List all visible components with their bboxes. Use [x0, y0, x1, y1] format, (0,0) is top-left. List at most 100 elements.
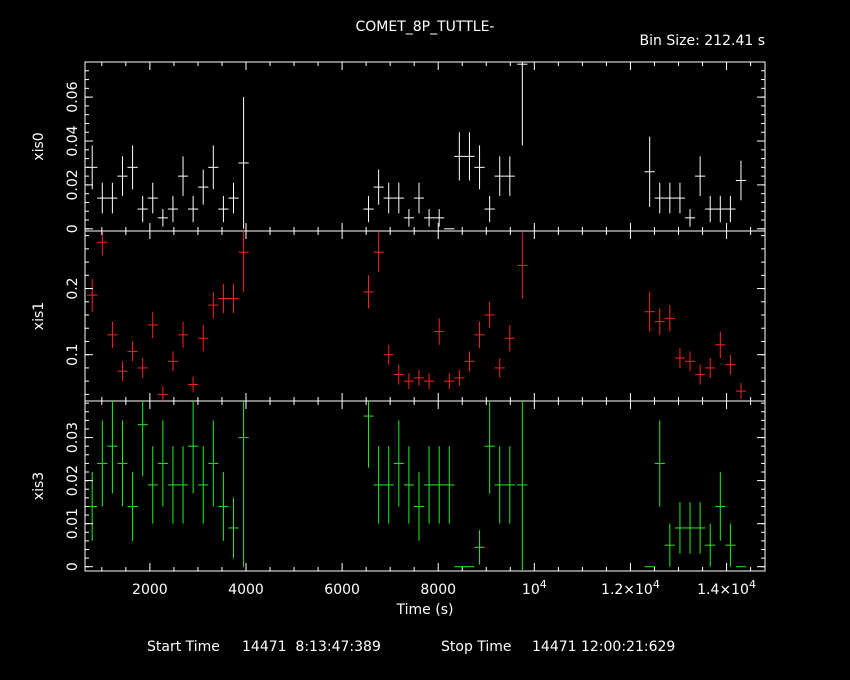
- data-point: [474, 321, 485, 349]
- data-point: [434, 318, 445, 345]
- data-point: [674, 182, 686, 214]
- data-point: [735, 383, 747, 400]
- data-point: [218, 195, 229, 223]
- data-point: [695, 502, 706, 554]
- x-axis-label: Time (s): [396, 602, 454, 618]
- data-point: [695, 156, 706, 196]
- panel-label-xis0: xis0: [31, 132, 47, 160]
- data-point: [644, 291, 655, 332]
- data-point: [167, 351, 179, 372]
- x-tick-label: 1.4×104: [697, 578, 756, 598]
- start-time-value: 14471 8:13:47:389: [242, 639, 381, 655]
- panel-label-xis1: xis1: [31, 302, 47, 330]
- data-point: [383, 182, 394, 214]
- data-point: [127, 472, 138, 541]
- y-tick-label: 0.1: [65, 344, 81, 366]
- data-point: [504, 156, 515, 196]
- data-point: [97, 182, 108, 214]
- data-point: [238, 401, 249, 567]
- y-tick-label: 0.03: [65, 422, 81, 453]
- data-point: [107, 321, 118, 349]
- start-time-label: Start Time: [147, 639, 220, 655]
- y-tick-label: 0.06: [65, 81, 81, 112]
- stop-time-label: Stop Time: [441, 639, 512, 655]
- data-point: [137, 401, 148, 477]
- x-tick-label: 1.2×104: [601, 578, 660, 598]
- data-point: [117, 420, 128, 507]
- data-point: [228, 497, 239, 559]
- data-point: [188, 401, 199, 494]
- chart-title: COMET_8P_TUTTLE-: [356, 19, 495, 35]
- data-point: [454, 132, 465, 181]
- data-point: [107, 182, 118, 214]
- data-point: [198, 446, 209, 524]
- data-point: [228, 283, 239, 314]
- data-point: [188, 376, 199, 393]
- data-point: [434, 446, 445, 524]
- stop-time-value: 14471 12:00:21:629: [532, 639, 675, 655]
- data-point: [484, 401, 495, 494]
- data-point: [393, 364, 404, 385]
- y-tick-label: 0: [65, 562, 81, 571]
- data-point: [393, 420, 404, 507]
- data-point: [177, 321, 189, 349]
- data-point: [107, 401, 118, 494]
- data-point: [413, 182, 425, 214]
- data-point: [654, 182, 665, 214]
- data-point: [127, 145, 138, 190]
- y-tick-label: 0: [65, 224, 81, 233]
- data-point: [218, 283, 229, 314]
- data-point: [715, 331, 726, 359]
- data-point: [695, 364, 706, 385]
- data-point: [383, 344, 394, 365]
- data-point: [434, 209, 445, 227]
- y-tick-label: 0.01: [65, 508, 81, 539]
- data-point: [403, 209, 415, 227]
- data-point: [363, 275, 374, 309]
- y-tick-label: 0.04: [65, 125, 81, 156]
- data-point: [684, 502, 696, 554]
- data-point: [157, 420, 168, 507]
- data-point: [117, 361, 128, 382]
- data-point: [97, 231, 108, 256]
- data-point: [423, 373, 435, 390]
- data-point: [373, 446, 384, 524]
- data-point: [147, 446, 158, 524]
- data-point: [504, 324, 515, 352]
- data-point: [157, 386, 168, 401]
- panel-frames: [84, 61, 766, 572]
- x-tick-label: 104: [522, 578, 547, 598]
- data-point: [464, 132, 475, 181]
- data-point: [403, 446, 415, 524]
- data-point: [664, 182, 675, 214]
- data-point: [238, 231, 249, 292]
- data-point: [177, 446, 189, 524]
- data-point: [208, 420, 219, 507]
- data-point: [444, 373, 455, 390]
- data-point: [147, 311, 158, 339]
- data-point: [238, 97, 249, 229]
- data-point: [705, 195, 716, 223]
- data-point: [715, 472, 726, 541]
- x-tick-label: 8000: [420, 582, 456, 598]
- data-point: [705, 523, 716, 567]
- data-point: [147, 182, 158, 214]
- data-point: [644, 136, 655, 207]
- data-point: [228, 182, 239, 214]
- data-point: [674, 348, 686, 368]
- y-tick-label: 0.02: [65, 465, 81, 496]
- data-point: [494, 156, 505, 196]
- y-tick-label: 0.2: [65, 277, 81, 299]
- data-point: [484, 301, 495, 329]
- data-point: [218, 472, 229, 541]
- data-point: [725, 523, 736, 567]
- data-point: [423, 209, 435, 227]
- data-point: [464, 351, 475, 372]
- data-point: [674, 502, 686, 554]
- x-tick-label: 6000: [324, 582, 360, 598]
- data-point: [725, 195, 736, 223]
- data-point: [705, 358, 716, 378]
- panel-frame-xis3: [84, 400, 766, 572]
